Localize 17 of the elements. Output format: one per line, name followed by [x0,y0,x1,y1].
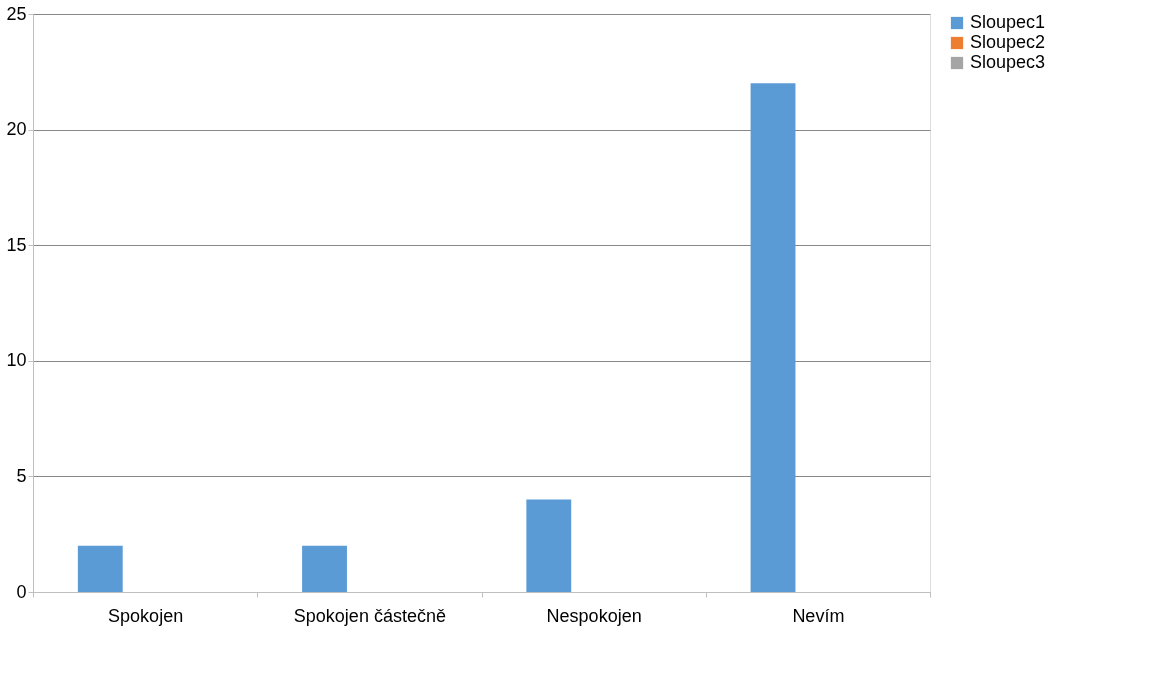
y-tick-label: 5 [16,465,27,486]
y-tick-label: 25 [6,3,27,24]
legend-label: Sloupec2 [970,32,1046,52]
bar [77,545,123,592]
y-tick-label: 15 [6,234,27,255]
y-tick-label: 0 [16,581,27,602]
x-tick-label: Nevím [792,605,845,626]
legend-label: Sloupec3 [970,52,1046,72]
bar [526,499,572,592]
y-tick-label: 20 [6,119,27,140]
x-tick-label: Spokojen částečně [293,605,446,626]
x-tick-label: Spokojen [108,605,184,626]
x-tick-label: Nespokojen [546,605,642,626]
y-tick-label: 10 [6,350,27,371]
legend-label: Sloupec1 [970,12,1046,32]
bar [750,83,796,592]
bar [302,545,347,592]
